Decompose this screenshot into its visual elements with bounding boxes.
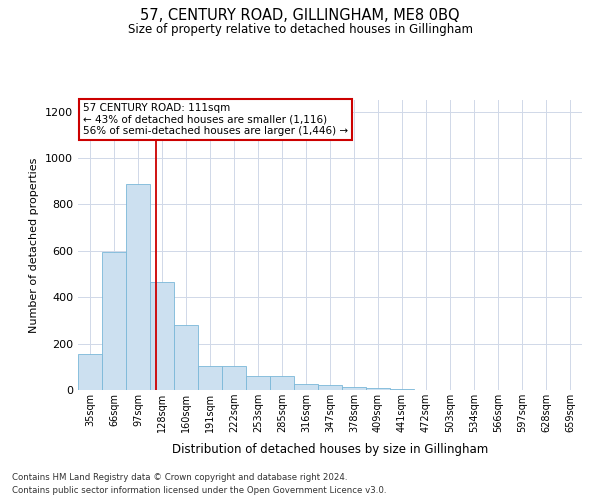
Bar (78, 354, 102, 390)
Bar (150, 282, 174, 390)
Bar (246, 376, 270, 390)
Bar (342, 387, 366, 390)
Bar (198, 366, 222, 390)
Text: Size of property relative to detached houses in Gillingham: Size of property relative to detached ho… (128, 22, 473, 36)
Text: 57, CENTURY ROAD, GILLINGHAM, ME8 0BQ: 57, CENTURY ROAD, GILLINGHAM, ME8 0BQ (140, 8, 460, 22)
Bar (366, 388, 390, 390)
Text: 57 CENTURY ROAD: 111sqm
← 43% of detached houses are smaller (1,116)
56% of semi: 57 CENTURY ROAD: 111sqm ← 43% of detache… (83, 103, 348, 136)
Bar (126, 184, 150, 390)
Text: Distribution of detached houses by size in Gillingham: Distribution of detached houses by size … (172, 442, 488, 456)
Bar (222, 366, 246, 390)
Bar (270, 376, 294, 390)
Text: Contains HM Land Registry data © Crown copyright and database right 2024.: Contains HM Land Registry data © Crown c… (12, 474, 347, 482)
Bar (174, 325, 198, 390)
Bar (318, 386, 342, 390)
Y-axis label: Number of detached properties: Number of detached properties (29, 158, 40, 332)
Bar (294, 384, 318, 390)
Text: Contains public sector information licensed under the Open Government Licence v3: Contains public sector information licen… (12, 486, 386, 495)
Bar (102, 252, 126, 390)
